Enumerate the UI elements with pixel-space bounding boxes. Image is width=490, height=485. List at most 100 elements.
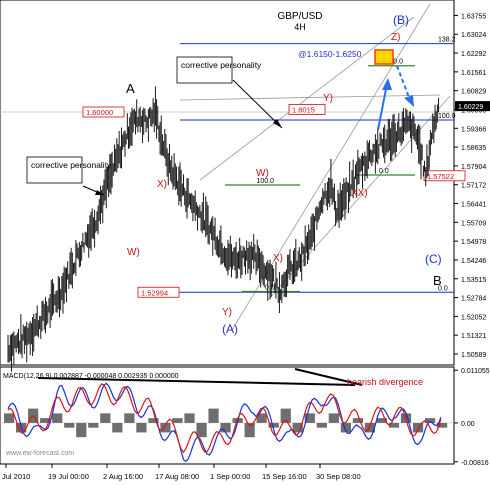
current-price-label: 1.60229 xyxy=(458,104,483,111)
trend-channel-line xyxy=(199,16,415,181)
macd-tick-label: 0.00 xyxy=(461,421,475,428)
price-tick-label: 1.54246 xyxy=(461,258,486,265)
macd-tick-label: -0.00816 xyxy=(461,460,489,467)
macd-histogram-bar xyxy=(340,422,351,433)
up-arrow-line xyxy=(377,83,388,131)
target-zone-box xyxy=(374,49,394,65)
macd-histogram-bar xyxy=(424,418,436,423)
up-arrow-head xyxy=(382,78,392,90)
time-tick-label: 30 Sep 08:00 xyxy=(316,472,361,481)
macd-histogram-bar xyxy=(208,408,219,423)
trend-channel-line xyxy=(179,94,441,101)
wave-label-paren-B: (B) xyxy=(393,13,409,27)
annotation-box-1 xyxy=(176,56,233,84)
macd-histogram-bar xyxy=(100,413,111,423)
wave-label-paren-A: (A) xyxy=(222,322,238,336)
annotation-box-2 xyxy=(26,156,83,184)
wave-label-Y2: Y) xyxy=(323,93,333,104)
green-fib-label: 100.0 xyxy=(257,178,275,185)
macd-histogram-bar xyxy=(172,418,183,423)
price-tick-label: 1.51321 xyxy=(461,333,486,340)
macd-histogram-bar xyxy=(196,422,207,438)
down-arrow-line xyxy=(396,65,411,101)
chart-title: GBP/USD xyxy=(277,11,322,22)
level-label: 1.8015 xyxy=(292,105,315,114)
macd-histogram-bar xyxy=(88,422,99,428)
annotation-corrective-2: corrective personality xyxy=(31,160,112,170)
level-label-box xyxy=(288,104,326,115)
macd-histogram-bar xyxy=(388,422,400,428)
fib-label: 0.0 xyxy=(438,285,448,292)
macd-histogram-bar xyxy=(4,413,15,423)
time-tick-label: 1 Sep 00:00 xyxy=(210,472,250,481)
price-tick-label: 1.53515 xyxy=(461,277,486,284)
macd-histogram-bar xyxy=(148,418,159,423)
level-label: 1.52994 xyxy=(141,288,168,297)
annotation-arrowhead-2 xyxy=(95,190,104,195)
price-tick-label: 1.57904 xyxy=(461,164,486,171)
green-fib-label: 0.0 xyxy=(379,168,389,175)
macd-tick-label: 0.011055 xyxy=(461,368,490,375)
price-tick-label: 1.60829 xyxy=(461,89,486,96)
macd-histogram-bar xyxy=(184,413,195,423)
time-tick-label: 2 Aug 16:00 xyxy=(103,472,143,481)
time-tick-label: 19 Jul 00:00 xyxy=(48,472,89,481)
price-tick-label: 1.59366 xyxy=(461,126,486,133)
level-label-box xyxy=(423,170,466,182)
annotation-pointer-1 xyxy=(232,79,283,129)
annotation-arrowhead-1 xyxy=(273,119,282,128)
macd-histogram-bar xyxy=(136,422,147,433)
macd-histogram-bar xyxy=(412,422,424,433)
macd-histogram-bar xyxy=(124,413,135,423)
price-tick-label: 1.62292 xyxy=(461,51,486,58)
macd-histogram-bar xyxy=(328,413,339,423)
time-tick-label: 15 Sep 16:00 xyxy=(262,472,307,481)
macd-histogram-bar xyxy=(436,422,448,428)
bearish-divergence-label: bearish divergence xyxy=(347,377,423,387)
macd-histogram-bar xyxy=(220,422,231,433)
watermark: www.ew-forecast.com xyxy=(5,450,74,457)
macd-histogram-bar xyxy=(256,413,267,423)
signal-line xyxy=(7,383,442,454)
macd-histogram-bar xyxy=(292,422,303,433)
macd-histogram-bar xyxy=(316,422,327,428)
level-label: 1.57522 xyxy=(427,172,454,181)
annotation-corrective-1: corrective personality xyxy=(181,60,262,70)
macd-histogram-bar xyxy=(364,422,376,433)
wave-label-X2: X) xyxy=(273,253,283,264)
current-price-marker xyxy=(455,101,490,112)
macd-histogram-bar xyxy=(376,418,388,423)
target-zone-label: @1.6150-1.6250 xyxy=(298,49,362,59)
wave-label-X1: X) xyxy=(157,179,167,190)
wave-label-XX: XX) xyxy=(351,188,368,199)
time-tick-label: 17 Aug 08:00 xyxy=(155,472,199,481)
wave-label-A: A xyxy=(126,81,135,96)
time-tick-label: Jul 2010 xyxy=(2,472,30,481)
price-tick-label: 1.63755 xyxy=(461,13,486,20)
macd-histogram-bar xyxy=(40,418,51,423)
macd-histogram-bar xyxy=(64,422,75,428)
wave-label-Z: Z) xyxy=(391,32,400,43)
macd-histogram-bar xyxy=(244,422,255,438)
price-tick-label: 1.61561 xyxy=(461,70,486,77)
level-label-box xyxy=(82,106,125,118)
macd-histogram-bar xyxy=(268,422,279,428)
wave-label-W2: W) xyxy=(256,168,269,179)
macd-histogram-bar xyxy=(304,413,315,423)
price-tick-label: 1.56441 xyxy=(461,202,486,209)
wave-label-paren-C: (C) xyxy=(425,252,442,266)
macd-histogram-bar xyxy=(76,422,87,438)
price-tick-label: 1.58635 xyxy=(461,145,486,152)
macd-histogram-bar xyxy=(52,413,63,423)
down-arrow-head xyxy=(404,95,414,107)
price-tick-label: 1.55709 xyxy=(461,220,486,227)
fib-label: 138.2 xyxy=(438,37,456,44)
macd-histogram-bar xyxy=(112,422,123,433)
divergence-line-1 xyxy=(37,377,356,386)
wave-label-B: B xyxy=(433,273,442,288)
macd-histogram-bar xyxy=(352,418,364,423)
price-tick-label: 1.50589 xyxy=(461,352,486,359)
divergence-line-2 xyxy=(294,368,363,386)
macd-histogram-bar xyxy=(280,408,291,423)
